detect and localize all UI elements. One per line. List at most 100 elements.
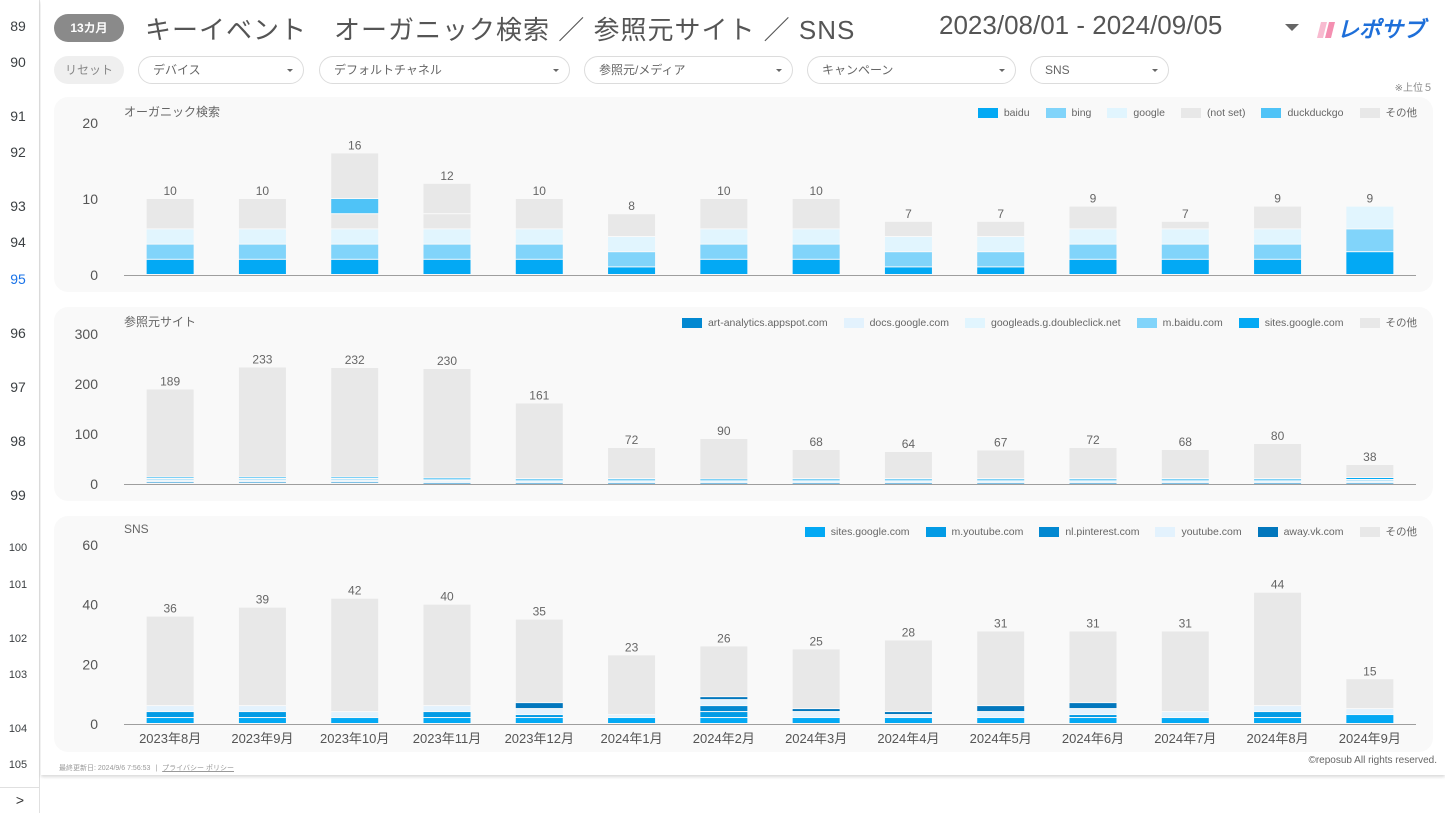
row-number[interactable]: 96 <box>10 325 26 341</box>
row-number[interactable]: 90 <box>10 54 26 70</box>
bar-segment-docs-google-com[interactable] <box>423 482 471 483</box>
bar-segment-google[interactable] <box>146 229 194 244</box>
bar-segment-sites-google-com[interactable] <box>146 718 194 723</box>
bar-segment-bing[interactable] <box>977 252 1025 267</box>
filter-source-medium[interactable]: 参照元/メディア <box>584 56 793 84</box>
legend-item[interactable]: その他 <box>1359 315 1417 330</box>
bar-segment-away-vk-com[interactable] <box>977 706 1025 712</box>
bar-segment-m-baidu-com[interactable] <box>792 480 840 481</box>
bar-segment-[interactable] <box>1254 206 1302 229</box>
bar-segment-baidu[interactable] <box>1254 259 1302 274</box>
bar-segment-art-analytics-appspot-com[interactable] <box>977 483 1025 484</box>
bar-segment-baidu[interactable] <box>977 267 1025 274</box>
bar-segment-[interactable] <box>423 369 471 478</box>
legend-item[interactable]: nl.pinterest.com <box>1039 526 1139 538</box>
bar-segment-m-baidu-com[interactable] <box>423 479 471 481</box>
bar-segment-docs-google-com[interactable] <box>238 481 286 483</box>
bar-segment-[interactable] <box>884 221 932 236</box>
bar-segment-[interactable] <box>1161 450 1209 478</box>
bar-segment-art-analytics-appspot-com[interactable] <box>884 483 932 484</box>
bar-segment-m-baidu-com[interactable] <box>700 480 748 481</box>
bar-segment-[interactable] <box>1346 679 1394 709</box>
bar-segment-m-baidu-com[interactable] <box>146 479 194 480</box>
bar-segment-m-youtube-com[interactable] <box>146 712 194 718</box>
bar-segment-art-analytics-appspot-com[interactable] <box>1254 483 1302 484</box>
bar-segment-bing[interactable] <box>1069 244 1117 259</box>
bar-segment-sites-google-com[interactable] <box>884 718 932 723</box>
row-number[interactable]: 89 <box>10 18 26 34</box>
bar-segment-googleads-g-doubleclick-net[interactable] <box>608 481 656 482</box>
bar-segment-[interactable] <box>700 439 748 479</box>
bar-segment-[interactable] <box>792 199 840 229</box>
bar-segment-sites-google-com[interactable] <box>1254 718 1302 723</box>
bar-segment-[interactable] <box>792 649 840 709</box>
bar-segment-m-baidu-com[interactable] <box>1346 480 1394 481</box>
bar-segment-googleads-g-doubleclick-net[interactable] <box>792 481 840 482</box>
row-number[interactable]: 100 <box>8 542 28 554</box>
period-badge[interactable]: 13カ月 <box>54 14 124 42</box>
legend-item[interactable]: (not set) <box>1180 107 1245 119</box>
legend-item[interactable]: sites.google.com <box>804 526 910 538</box>
bar-segment-not-set[interactable] <box>423 214 471 229</box>
filter-device[interactable]: デバイス <box>138 56 304 84</box>
row-number[interactable]: 94 <box>10 234 26 250</box>
row-number[interactable]: 92 <box>10 144 26 160</box>
bar-segment-google[interactable] <box>608 237 656 252</box>
bar-segment-youtube-com[interactable] <box>1161 712 1209 718</box>
bar-segment-nl-pinterest-com[interactable] <box>700 706 748 712</box>
bar-segment-youtube-com[interactable] <box>331 712 379 718</box>
bar-segment-[interactable] <box>146 389 194 477</box>
bar-segment-sites-google-com[interactable] <box>1161 718 1209 723</box>
bar-segment-googleads-g-doubleclick-net[interactable] <box>515 481 563 482</box>
bar-segment-bing[interactable] <box>884 252 932 267</box>
bar-segment-youtube-com[interactable] <box>515 709 563 715</box>
bar-segment-sites-google-com[interactable] <box>515 718 563 723</box>
bar-segment-bing[interactable] <box>1346 229 1394 252</box>
bar-segment-art-analytics-appspot-com[interactable] <box>238 482 286 484</box>
bar-segment-youtube-com[interactable] <box>977 712 1025 718</box>
bar-segment-m-baidu-com[interactable] <box>331 479 379 480</box>
bar-segment-googleads-g-doubleclick-net[interactable] <box>700 481 748 482</box>
bar-segment-baidu[interactable] <box>1069 259 1117 274</box>
legend-item[interactable]: sites.google.com <box>1238 317 1344 329</box>
bar-segment-google[interactable] <box>1254 229 1302 244</box>
bar-segment-baidu[interactable] <box>792 259 840 274</box>
bar-segment-m-youtube-com[interactable] <box>515 715 563 718</box>
bar-segment-sites-google-com[interactable] <box>884 479 932 480</box>
row-number[interactable]: 101 <box>8 579 28 591</box>
bar-segment-m-baidu-com[interactable] <box>1254 480 1302 481</box>
bar-segment-youtube-com[interactable] <box>700 700 748 706</box>
bar-segment-googleads-g-doubleclick-net[interactable] <box>1069 481 1117 482</box>
bar-segment-sites-google-com[interactable] <box>608 479 656 480</box>
bar-segment-docs-google-com[interactable] <box>1254 482 1302 483</box>
legend-item[interactable]: youtube.com <box>1155 526 1242 538</box>
bar-segment-sites-google-com[interactable] <box>977 718 1025 723</box>
bar-segment-youtube-com[interactable] <box>238 706 286 712</box>
bar-segment-[interactable] <box>423 604 471 706</box>
bar-segment-m-baidu-com[interactable] <box>238 479 286 480</box>
bar-segment-docs-google-com[interactable] <box>515 482 563 483</box>
bar-segment-m-youtube-com[interactable] <box>1254 712 1302 718</box>
bar-segment-[interactable] <box>608 655 656 715</box>
bar-segment-[interactable] <box>515 619 563 703</box>
bar-segment-[interactable] <box>977 450 1025 479</box>
bar-segment-bing[interactable] <box>331 244 379 259</box>
bar-segment-youtube-com[interactable] <box>146 706 194 712</box>
legend-item[interactable]: その他 <box>1359 105 1417 120</box>
legend-item[interactable]: baidu <box>977 107 1030 119</box>
bar-segment-youtube-com[interactable] <box>1254 706 1302 712</box>
bar-segment-baidu[interactable] <box>515 259 563 274</box>
bar-segment-sites-google-com[interactable] <box>1161 479 1209 480</box>
privacy-policy-link[interactable]: プライバシー ポリシー <box>162 765 234 772</box>
bar-segment-youtube-com[interactable] <box>1069 709 1117 715</box>
bar-segment-sites-google-com[interactable] <box>331 718 379 723</box>
bar-segment-google[interactable] <box>700 229 748 244</box>
bar-segment-docs-google-com[interactable] <box>608 482 656 483</box>
bar-segment-art-analytics-appspot-com[interactable] <box>1346 483 1394 484</box>
bar-segment-sites-google-com[interactable] <box>792 718 840 723</box>
bar-segment-[interactable] <box>238 367 286 477</box>
bar-segment-docs-google-com[interactable] <box>331 481 379 483</box>
bar-segment-youtube-com[interactable] <box>1346 709 1394 715</box>
bar-segment-m-baidu-com[interactable] <box>1161 480 1209 481</box>
bar-segment-[interactable] <box>700 646 748 697</box>
